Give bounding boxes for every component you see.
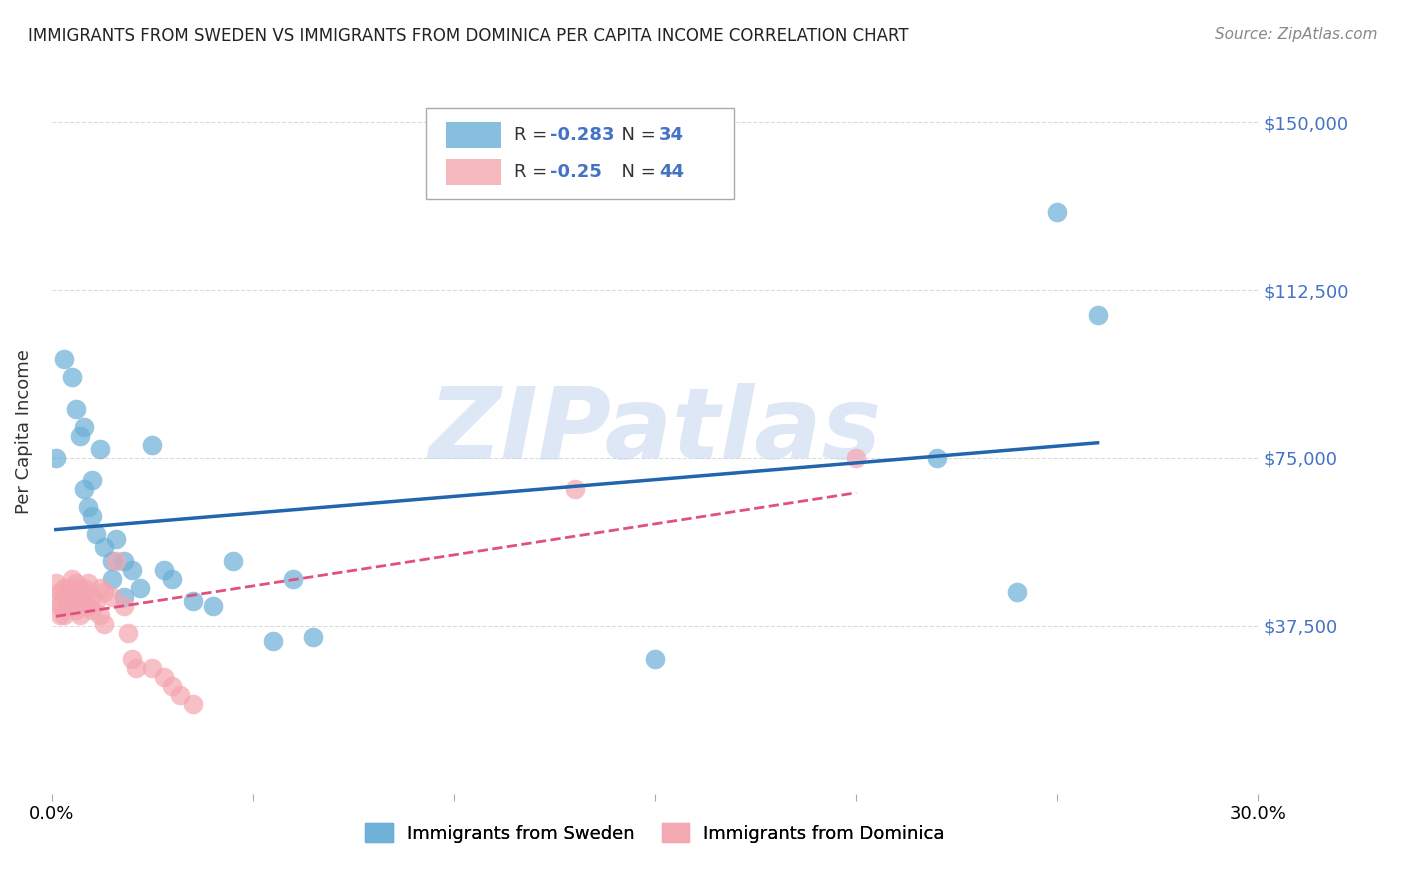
- Point: [141, 437, 163, 451]
- Point: [80, 590, 103, 604]
- Point: [93, 541, 115, 555]
- Point: [112, 554, 135, 568]
- Legend: Immigrants from Sweden, Immigrants from Dominica: Immigrants from Sweden, Immigrants from …: [359, 816, 952, 850]
- Text: R =: R =: [515, 127, 553, 145]
- Point: [112, 599, 135, 613]
- Point: [84, 594, 107, 608]
- Point: [201, 599, 224, 613]
- Point: [129, 581, 152, 595]
- Point: [181, 594, 204, 608]
- Point: [60, 590, 83, 604]
- Point: [101, 554, 124, 568]
- Text: -0.283: -0.283: [550, 127, 614, 145]
- Point: [77, 576, 100, 591]
- Point: [153, 670, 176, 684]
- Point: [105, 554, 128, 568]
- Text: 44: 44: [659, 163, 683, 181]
- Point: [45, 576, 67, 591]
- Point: [52, 590, 75, 604]
- Point: [925, 450, 948, 465]
- FancyBboxPatch shape: [446, 159, 501, 186]
- Point: [302, 630, 325, 644]
- Point: [80, 603, 103, 617]
- Point: [69, 590, 91, 604]
- Point: [56, 599, 79, 613]
- Point: [222, 554, 245, 568]
- Point: [80, 473, 103, 487]
- Point: [117, 625, 139, 640]
- Point: [45, 450, 67, 465]
- Text: N =: N =: [610, 127, 662, 145]
- Point: [56, 590, 79, 604]
- Point: [73, 594, 96, 608]
- Point: [121, 652, 143, 666]
- Point: [1005, 585, 1028, 599]
- Point: [89, 581, 111, 595]
- Point: [169, 688, 191, 702]
- Point: [73, 483, 96, 497]
- Point: [89, 607, 111, 622]
- Point: [281, 572, 304, 586]
- Point: [77, 500, 100, 515]
- Point: [65, 603, 87, 617]
- Point: [77, 599, 100, 613]
- Point: [153, 563, 176, 577]
- Point: [52, 607, 75, 622]
- Point: [49, 599, 72, 613]
- Point: [93, 616, 115, 631]
- Point: [101, 590, 124, 604]
- Point: [101, 572, 124, 586]
- Point: [60, 572, 83, 586]
- Point: [56, 581, 79, 595]
- Point: [65, 585, 87, 599]
- Point: [112, 590, 135, 604]
- Point: [181, 697, 204, 711]
- Text: IMMIGRANTS FROM SWEDEN VS IMMIGRANTS FROM DOMINICA PER CAPITA INCOME CORRELATION: IMMIGRANTS FROM SWEDEN VS IMMIGRANTS FRO…: [28, 27, 908, 45]
- Point: [80, 509, 103, 524]
- Point: [1087, 308, 1109, 322]
- Point: [73, 581, 96, 595]
- Point: [564, 483, 586, 497]
- Text: Source: ZipAtlas.com: Source: ZipAtlas.com: [1215, 27, 1378, 42]
- Text: R =: R =: [515, 163, 553, 181]
- Point: [93, 585, 115, 599]
- Point: [52, 581, 75, 595]
- Point: [49, 607, 72, 622]
- Text: ZIPatlas: ZIPatlas: [429, 383, 882, 480]
- Point: [60, 599, 83, 613]
- Point: [162, 679, 184, 693]
- Text: -0.25: -0.25: [550, 163, 602, 181]
- Point: [89, 442, 111, 456]
- Point: [69, 607, 91, 622]
- FancyBboxPatch shape: [446, 122, 501, 148]
- Text: 34: 34: [659, 127, 683, 145]
- Point: [141, 661, 163, 675]
- Point: [65, 576, 87, 591]
- Point: [69, 428, 91, 442]
- Point: [49, 585, 72, 599]
- Point: [1046, 204, 1069, 219]
- Point: [52, 352, 75, 367]
- Point: [65, 401, 87, 416]
- Point: [121, 563, 143, 577]
- Point: [69, 581, 91, 595]
- Point: [105, 532, 128, 546]
- Text: N =: N =: [610, 163, 662, 181]
- Point: [644, 652, 666, 666]
- Point: [162, 572, 184, 586]
- Point: [84, 527, 107, 541]
- FancyBboxPatch shape: [426, 109, 734, 199]
- Point: [262, 634, 284, 648]
- Point: [125, 661, 148, 675]
- Point: [60, 370, 83, 384]
- Point: [845, 450, 868, 465]
- Y-axis label: Per Capita Income: Per Capita Income: [15, 349, 32, 514]
- Point: [73, 419, 96, 434]
- Point: [45, 594, 67, 608]
